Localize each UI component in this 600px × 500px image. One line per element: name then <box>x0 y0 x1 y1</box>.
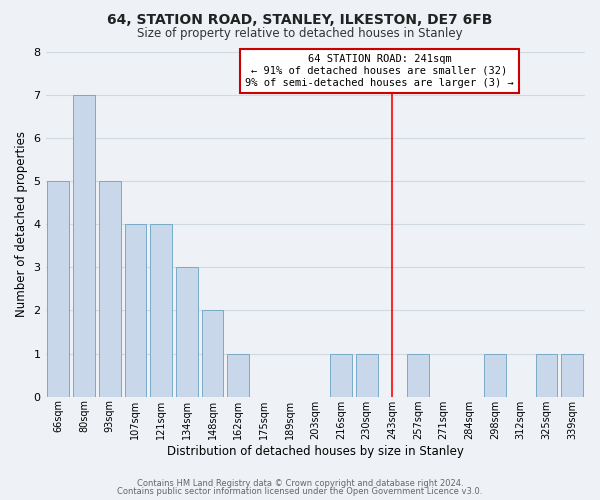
Text: Size of property relative to detached houses in Stanley: Size of property relative to detached ho… <box>137 28 463 40</box>
Bar <box>407 354 429 397</box>
Bar <box>227 354 249 397</box>
Bar <box>484 354 506 397</box>
Bar <box>150 224 172 396</box>
Bar <box>125 224 146 396</box>
Bar <box>202 310 223 396</box>
Bar <box>176 267 198 396</box>
Bar <box>99 181 121 396</box>
Y-axis label: Number of detached properties: Number of detached properties <box>15 131 28 317</box>
Bar <box>47 181 70 396</box>
Bar <box>356 354 377 397</box>
Bar <box>73 94 95 397</box>
Text: 64, STATION ROAD, STANLEY, ILKESTON, DE7 6FB: 64, STATION ROAD, STANLEY, ILKESTON, DE7… <box>107 12 493 26</box>
Text: Contains HM Land Registry data © Crown copyright and database right 2024.: Contains HM Land Registry data © Crown c… <box>137 478 463 488</box>
Bar <box>330 354 352 397</box>
Text: 64 STATION ROAD: 241sqm
← 91% of detached houses are smaller (32)
9% of semi-det: 64 STATION ROAD: 241sqm ← 91% of detache… <box>245 54 514 88</box>
Text: Contains public sector information licensed under the Open Government Licence v3: Contains public sector information licen… <box>118 487 482 496</box>
Bar <box>536 354 557 397</box>
X-axis label: Distribution of detached houses by size in Stanley: Distribution of detached houses by size … <box>167 444 464 458</box>
Bar <box>561 354 583 397</box>
